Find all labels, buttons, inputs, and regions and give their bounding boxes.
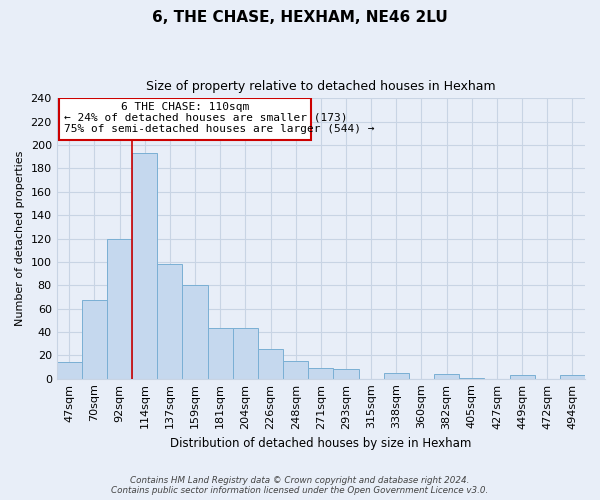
Bar: [233, 328, 258, 378]
Text: 6 THE CHASE: 110sqm: 6 THE CHASE: 110sqm: [121, 102, 249, 112]
FancyBboxPatch shape: [59, 98, 311, 140]
Text: ← 24% of detached houses are smaller (173): ← 24% of detached houses are smaller (17…: [64, 112, 348, 122]
Bar: [509, 375, 535, 378]
Title: Size of property relative to detached houses in Hexham: Size of property relative to detached ho…: [146, 80, 496, 93]
X-axis label: Distribution of detached houses by size in Hexham: Distribution of detached houses by size …: [170, 437, 472, 450]
Bar: [283, 361, 308, 378]
Bar: [157, 264, 182, 378]
Bar: [132, 153, 157, 378]
Text: Contains HM Land Registry data © Crown copyright and database right 2024.
Contai: Contains HM Land Registry data © Crown c…: [112, 476, 488, 495]
Bar: [208, 328, 233, 378]
Bar: [82, 300, 107, 378]
Bar: [560, 375, 585, 378]
Bar: [56, 362, 82, 378]
Bar: [107, 238, 132, 378]
Bar: [182, 285, 208, 378]
Bar: [434, 374, 459, 378]
Y-axis label: Number of detached properties: Number of detached properties: [15, 151, 25, 326]
Bar: [334, 370, 359, 378]
Bar: [308, 368, 334, 378]
Text: 6, THE CHASE, HEXHAM, NE46 2LU: 6, THE CHASE, HEXHAM, NE46 2LU: [152, 10, 448, 25]
Bar: [384, 373, 409, 378]
Bar: [258, 350, 283, 378]
Text: 75% of semi-detached houses are larger (544) →: 75% of semi-detached houses are larger (…: [64, 124, 375, 134]
